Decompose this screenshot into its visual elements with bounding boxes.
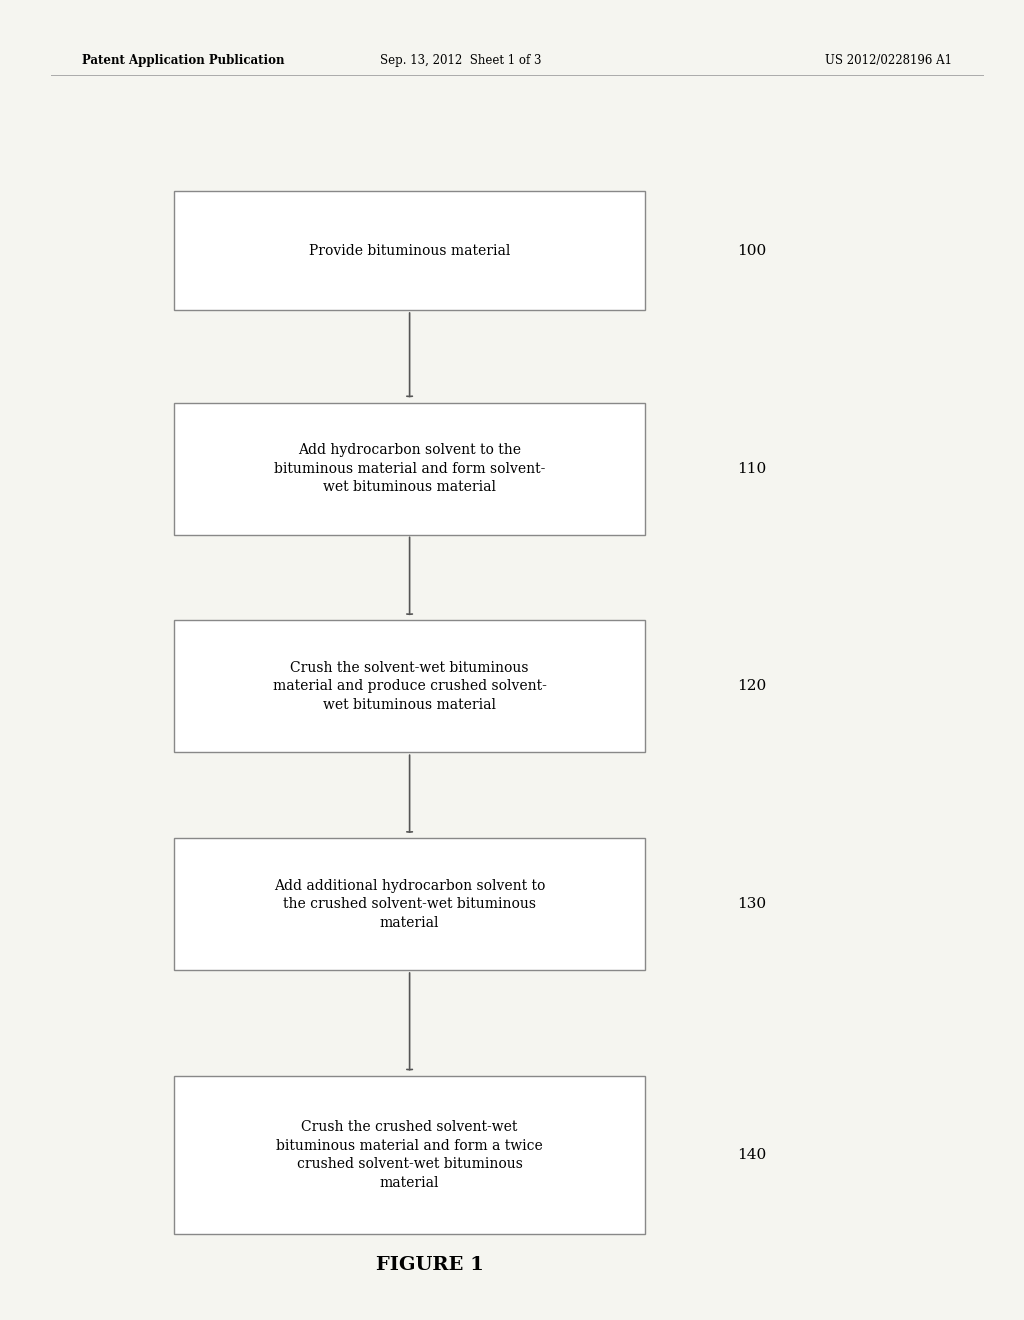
Bar [174,403,645,535]
Text: Add hydrocarbon solvent to the
bituminous material and form solvent-
wet bitumin: Add hydrocarbon solvent to the bituminou… [273,444,546,494]
Text: Crush the crushed solvent-wet
bituminous material and form a twice
crushed solve: Crush the crushed solvent-wet bituminous… [276,1121,543,1189]
Text: 140: 140 [737,1148,767,1162]
Text: 110: 110 [737,462,767,475]
Text: US 2012/0228196 A1: US 2012/0228196 A1 [825,54,952,67]
Text: Patent Application Publication: Patent Application Publication [82,54,285,67]
Text: 120: 120 [737,680,767,693]
Text: Provide bituminous material: Provide bituminous material [309,244,510,257]
Text: Add additional hydrocarbon solvent to
the crushed solvent-wet bituminous
materia: Add additional hydrocarbon solvent to th… [273,879,546,929]
Text: 100: 100 [737,244,767,257]
Bar [174,838,645,970]
Bar [174,620,645,752]
Text: Sep. 13, 2012  Sheet 1 of 3: Sep. 13, 2012 Sheet 1 of 3 [380,54,542,67]
Text: FIGURE 1: FIGURE 1 [376,1255,484,1274]
Text: Crush the solvent-wet bituminous
material and produce crushed solvent-
wet bitum: Crush the solvent-wet bituminous materia… [272,661,547,711]
Text: 130: 130 [737,898,766,911]
Bar [174,1076,645,1234]
Bar [174,191,645,310]
